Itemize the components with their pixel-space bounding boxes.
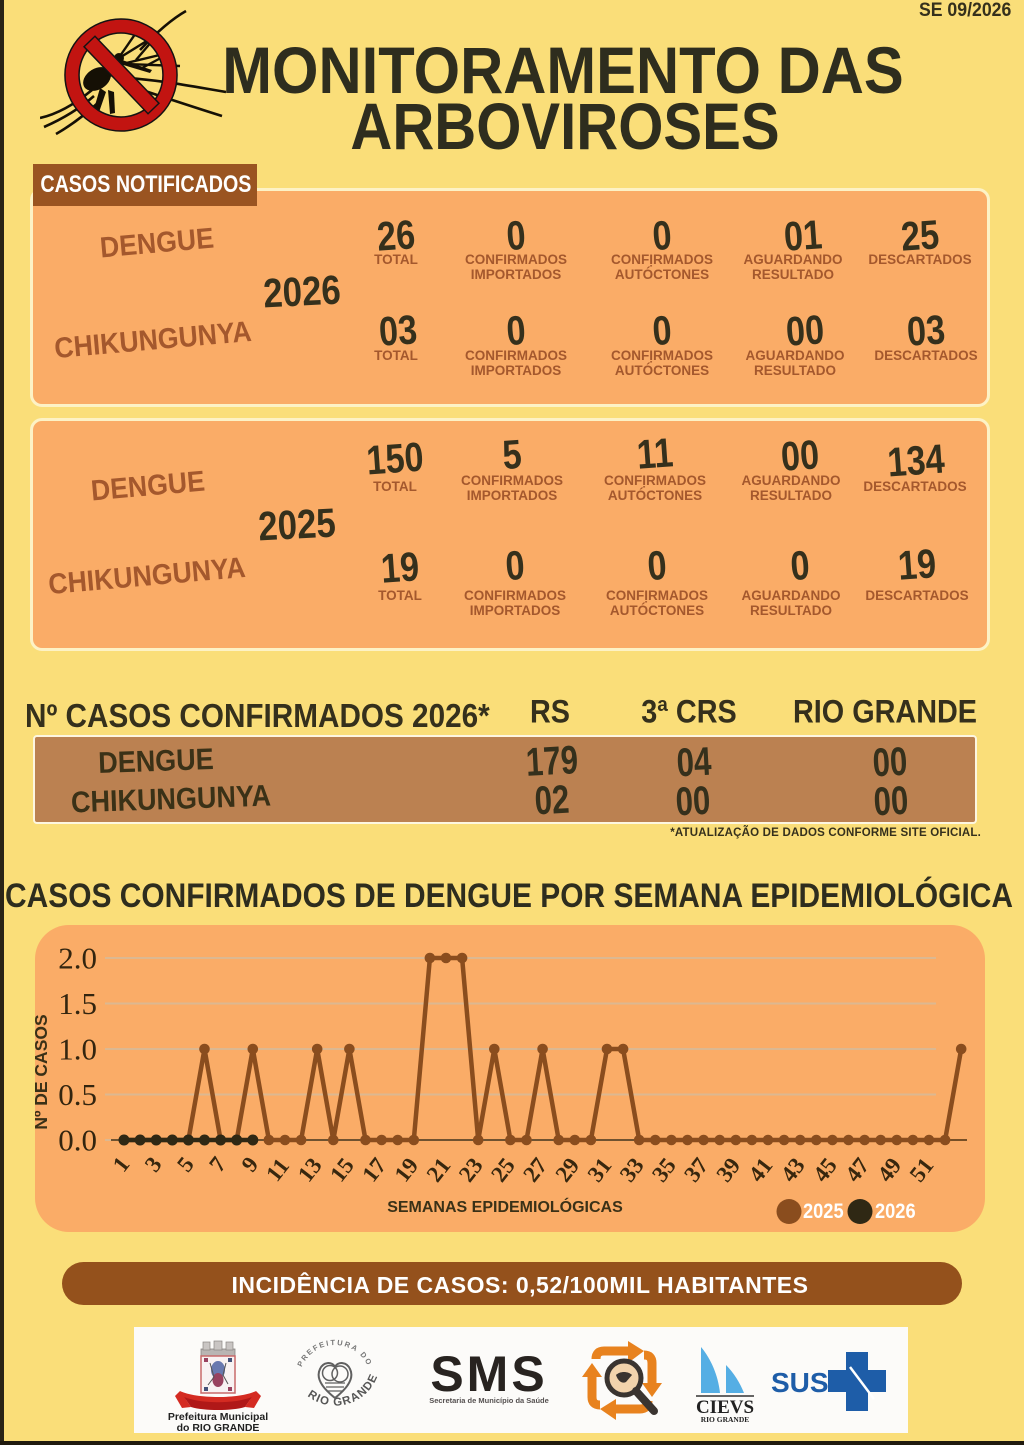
svg-text:37: 37 — [679, 1153, 713, 1187]
svg-text:1: 1 — [108, 1152, 135, 1176]
svg-text:41: 41 — [744, 1153, 778, 1187]
svg-text:25: 25 — [486, 1153, 520, 1187]
svg-text:0.0: 0.0 — [58, 1123, 97, 1158]
svg-text:SUS: SUS — [771, 1367, 829, 1398]
svg-text:21: 21 — [422, 1153, 456, 1187]
svg-text:RIO GRANDE: RIO GRANDE — [701, 1415, 750, 1424]
svg-text:27: 27 — [518, 1153, 552, 1187]
svg-text:2026: 2026 — [875, 1200, 916, 1223]
svg-text:Nº DE CASOS: Nº DE CASOS — [35, 1014, 51, 1129]
svg-text:3: 3 — [140, 1152, 167, 1176]
svg-text:5: 5 — [172, 1152, 199, 1176]
svg-text:SMS: SMS — [430, 1346, 547, 1402]
svg-text:do RIO GRANDE: do RIO GRANDE — [177, 1422, 260, 1433]
svg-text:11: 11 — [261, 1154, 294, 1187]
svg-text:Prefeitura Municipal: Prefeitura Municipal — [168, 1411, 268, 1423]
svg-text:1.0: 1.0 — [58, 1032, 97, 1067]
svg-text:17: 17 — [357, 1153, 391, 1187]
svg-text:1.5: 1.5 — [58, 986, 97, 1021]
svg-text:Secretaria de Município da Saú: Secretaria de Município da Saúde — [429, 1396, 549, 1405]
svg-text:29: 29 — [550, 1153, 584, 1187]
svg-text:47: 47 — [840, 1153, 874, 1187]
svg-text:2025: 2025 — [803, 1200, 844, 1223]
svg-text:51: 51 — [905, 1153, 939, 1187]
svg-text:39: 39 — [711, 1153, 745, 1187]
svg-text:15: 15 — [325, 1153, 359, 1187]
svg-text:13: 13 — [293, 1153, 327, 1187]
svg-text:0.5: 0.5 — [58, 1077, 97, 1112]
svg-text:33: 33 — [615, 1153, 649, 1187]
svg-text:23: 23 — [454, 1153, 488, 1187]
svg-text:35: 35 — [647, 1153, 681, 1187]
svg-text:9: 9 — [236, 1152, 263, 1176]
svg-text:7: 7 — [204, 1152, 231, 1176]
svg-text:49: 49 — [872, 1153, 906, 1187]
svg-text:SEMANAS EPIDEMIOLÓGICAS: SEMANAS EPIDEMIOLÓGICAS — [387, 1197, 623, 1216]
svg-text:PREFEITURA DO: PREFEITURA DO — [295, 1338, 374, 1368]
svg-text:2.0: 2.0 — [58, 941, 97, 976]
svg-text:43: 43 — [776, 1153, 810, 1187]
svg-text:CIEVS: CIEVS — [696, 1397, 754, 1418]
svg-text:45: 45 — [808, 1153, 842, 1187]
svg-text:19: 19 — [389, 1153, 423, 1187]
svg-text:31: 31 — [583, 1153, 617, 1187]
